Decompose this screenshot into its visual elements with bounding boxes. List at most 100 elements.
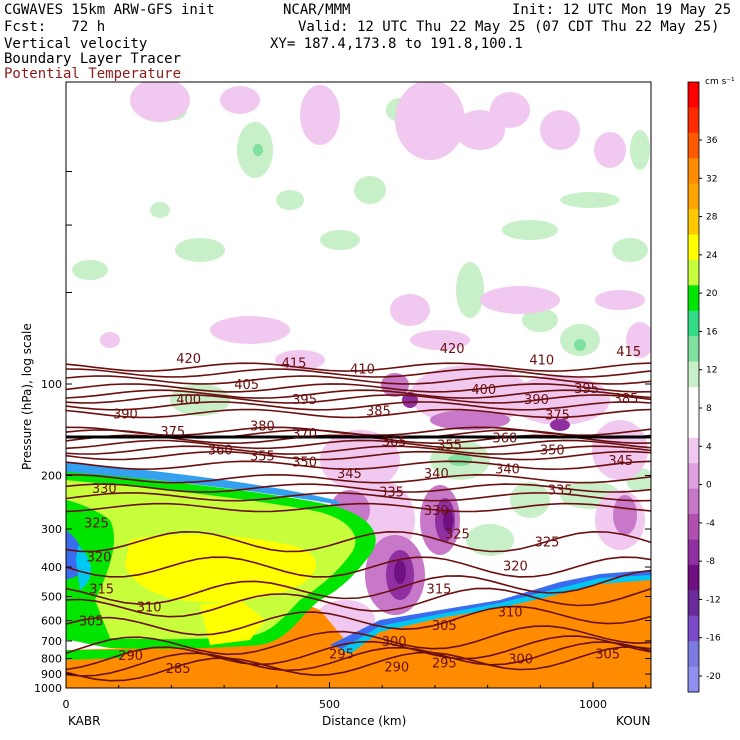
isentrope-label: 350 [540,443,565,458]
y-tick-label: 800 [41,653,62,666]
colorbar-swatch [688,107,699,134]
isentrope-label: 415 [282,357,307,372]
colorbar-swatch [688,539,699,566]
x-tick-label: 500 [319,698,340,711]
isentrope-label: 400 [176,393,201,408]
isentrope-label: 415 [616,345,641,360]
colorbar-label: 24 [706,251,718,261]
colorbar-label: 32 [706,174,717,184]
colorbar-label: -12 [706,595,721,605]
colorbar-label: 36 [706,136,718,146]
colorbar-swatch [688,514,699,540]
colorbar-swatch [688,361,699,388]
isentrope-label: 355 [250,450,275,465]
isentrope-label: 360 [208,443,233,458]
isentrope-390 [66,401,651,411]
x-tick-label: 0 [63,698,70,711]
colorbar-swatch [688,437,699,464]
isentrope-label: 400 [471,383,496,398]
isentrope-355 [66,450,651,461]
isentrope-350 [66,460,651,471]
isentrope-label: 420 [176,352,201,367]
colorbar-label: 12 [706,366,717,376]
isentrope-380 [66,426,651,437]
valid-time: Valid: 12 UTC Thu 22 May 25 (07 CDT Thu … [298,19,720,35]
isentrope-415 [66,368,651,378]
isentrope-label: 420 [440,342,465,357]
endpoint-left-label: KABR [68,714,100,728]
isentrope-340 [66,483,651,493]
colorbar-swatch [688,590,699,617]
y-tick-label: 200 [41,470,62,483]
isentrope-label: 305 [432,619,457,634]
x-axis-title: Distance (km) [322,714,406,728]
colorbar-swatch [688,463,699,490]
isentrope-360 [66,445,651,455]
isentrope-400 [66,389,651,399]
isentrope-lines [66,362,651,682]
colorbar-label: 4 [706,442,712,452]
x-tick-label: 1000 [579,698,607,711]
isentrope-300 [66,625,651,656]
colorbar-swatch [688,564,699,591]
isentrope-label: 300 [382,635,407,650]
isentrope-label: 390 [113,407,138,422]
isentrope-label: 310 [137,601,162,616]
isentrope-label: 370 [292,427,317,442]
isentrope-label: 410 [350,363,375,378]
isentrope-label: 310 [498,605,523,620]
x-axis-ticks: 0 500 1000 [63,682,647,711]
isentrope-320 [66,556,651,578]
isentrope-345 [66,473,651,484]
y-tick-label: 300 [41,523,62,536]
colorbar-label: 8 [706,404,712,414]
colorbar-label: 28 [706,213,718,223]
isentrope-label: 395 [292,393,317,408]
plot-frame [65,81,652,689]
endpoint-right-label: KOUN [616,714,650,728]
forecast-hour: Fcst: 72 h [4,19,106,35]
isentrope-label: 405 [234,378,259,393]
colorbar-swatch [688,412,699,439]
colorbar-label: 16 [706,327,718,337]
y-tick-label: 500 [41,590,62,603]
isentrope-label: 390 [524,393,549,408]
isentrope-label: 325 [84,516,109,531]
isentrope-label: 380 [250,420,275,435]
colorbar [687,81,700,693]
isentrope-285 [66,646,651,682]
isentrope-label: 375 [545,409,570,424]
model-title: CGWAVES 15km ARW-GFS init [4,2,215,18]
isentrope-label: 330 [424,504,449,519]
isentrope-label: 305 [79,615,104,630]
colorbar-label: -20 [706,672,721,682]
boundary-layer-orange [66,574,651,688]
isentrope-label: 385 [614,392,639,407]
y-tick-label: 900 [41,668,62,681]
y-tick-label: 100 [41,378,62,391]
isentrope-label: 290 [118,649,143,664]
colorbar-swatch [688,132,699,159]
colorbar-label: -8 [706,557,715,567]
isentrope-label: 335 [548,483,573,498]
isentrope-label: 355 [437,438,462,453]
colorbar-swatch [688,641,699,668]
isentrope-295 [66,635,651,671]
colorbar-swatch [688,615,699,642]
colorbar-swatch [688,285,699,312]
isentrope-335 [66,492,651,502]
colorbar-label: 0 [706,481,712,491]
isentrope-305 [66,605,651,636]
isentrope-label: 345 [337,467,362,482]
isentrope-label: 295 [329,647,354,662]
isentrope-label: 410 [529,353,554,368]
colorbar-label: -16 [706,634,721,644]
isentrope-label: 385 [366,404,391,419]
isentrope-label: 300 [508,653,533,668]
shaded-fields: 420 415 420 410 410 415 405 400 395 385 400 390 395 3… [66,82,651,688]
isentrope-325 [66,530,651,553]
colorbar-swatch [688,234,699,261]
isentrope-label: 350 [292,456,317,471]
isentrope-label: 360 [492,432,517,447]
